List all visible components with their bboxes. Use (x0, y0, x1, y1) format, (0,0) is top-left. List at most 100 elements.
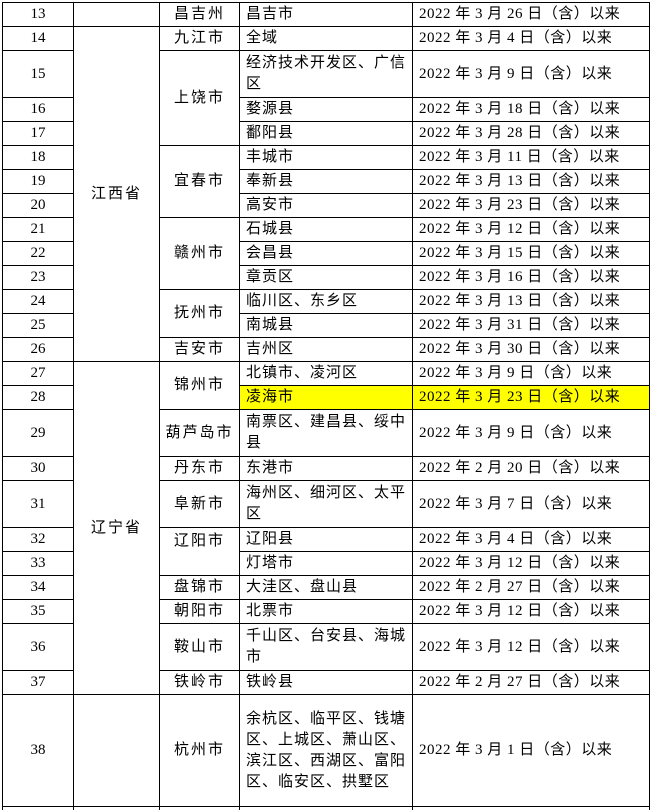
date-cell: 2022 年 3 月 9 日（含）以来 (412, 50, 650, 98)
date-cell: 2022 年 3 月 9 日（含）以来 (412, 361, 650, 386)
district-cell: 鄱阳县 (239, 121, 413, 146)
row-number-cell: 30 (2, 456, 74, 481)
date-cell: 2022 年 3 月 13 日（含）以来 (412, 169, 650, 194)
district-cell: 辽阳县 (239, 527, 413, 552)
district-cell: 昌吉市 (239, 2, 413, 27)
table-row: 37 铁岭市 铁岭县 2022 年 2 月 27 日（含）以来 (2, 670, 650, 695)
city-cell: 阜新市 (159, 480, 240, 528)
row-number-cell: 35 (2, 599, 74, 624)
row-number-cell: 28 (2, 385, 74, 410)
district-cell: 大洼区、盘山县 (239, 575, 413, 600)
table-row: 27 辽宁省 锦州市 北镇市、凌河区 2022 年 3 月 9 日（含）以来 (2, 361, 650, 695)
city-cell: 九江市 (159, 26, 240, 51)
city-cell: 杭州市 (159, 694, 240, 807)
district-cell: 吉州区 (239, 337, 413, 362)
row-number-cell: 19 (2, 169, 74, 194)
date-cell: 2022 年 3 月 12 日（含）以来 (412, 623, 650, 671)
row-number-cell: 23 (2, 265, 74, 290)
row-number-cell: 27 (2, 361, 74, 386)
table-row: 14 江西省 九江市 全域 2022 年 3 月 4 日（含）以来 (2, 26, 650, 362)
city-cell: 赣州市 (159, 217, 240, 290)
district-cell: 铁岭县 (239, 670, 413, 695)
district-cell: 临川区、东乡区 (239, 289, 413, 314)
district-cell: 高安市 (239, 193, 413, 218)
date-cell: 2022 年 3 月 9 日（含）以来 (412, 409, 650, 457)
row-number-cell: 29 (2, 409, 74, 457)
table-row: 24 抚州市 临川区、东乡区 2022 年 3 月 13 日（含）以来 (2, 289, 650, 338)
city-cell (159, 806, 240, 810)
table-row: 36 鞍山市 千山区、台安县、海城市 2022 年 3 月 12 日（含）以来 (2, 623, 650, 671)
date-cell: 2022 年 3 月 15 日（含）以来 (412, 241, 650, 266)
table-row: 13 昌吉州 昌吉市 2022 年 3 月 26 日（含）以来 (2, 2, 650, 27)
district-cell: 石城县 (239, 217, 413, 242)
row-number-cell: 26 (2, 337, 74, 362)
row-number-cell: 16 (2, 97, 74, 122)
table-row: 30 丹东市 东港市 2022 年 2 月 20 日（含）以来 (2, 456, 650, 481)
city-cell: 辽阳市 (159, 527, 240, 576)
district-cell: 奉新县 (239, 169, 413, 194)
district-cell: 南城县 (239, 313, 413, 338)
date-cell: 2022 年 3 月 18 日（含）以来 (412, 97, 650, 122)
date-cell: 2022 年 3 月 26 日（含）以来 (412, 2, 650, 27)
date-cell: 2022 年 3 月 1 日（含）以来 (412, 694, 650, 807)
district-cell: 北镇市、凌河区 (239, 361, 413, 386)
table-row: 19 奉新县 2022 年 3 月 13 日（含）以来 (2, 169, 650, 194)
province-cell (73, 806, 160, 810)
city-cell: 盘锦市 (159, 575, 240, 600)
city-cell: 昌吉州 (159, 2, 240, 27)
table-row: 29 葫芦岛市 南票区、建昌县、绥中县 2022 年 3 月 9 日（含）以来 (2, 409, 650, 457)
table-row: 38 杭州市 余杭区、临平区、钱塘区、上城区、萧山区、滨江区、西湖区、富阳区、临安区… (2, 694, 650, 807)
date-cell: 2022 年 3 月 23 日（含）以来 (412, 193, 650, 218)
row-number-cell: 24 (2, 289, 74, 314)
district-cell: 东港市 (239, 456, 413, 481)
city-cell: 铁岭市 (159, 670, 240, 695)
district-cell: 千山区、台安县、海城市 (239, 623, 413, 671)
table-row: 28 凌海市 2022 年 3 月 23 日（含）以来 (2, 385, 650, 410)
date-cell: 2022 年 3 月 12 日（含）以来 (412, 599, 650, 624)
district-cell: 北票市 (239, 599, 413, 624)
date-cell: 2022 年 3 月 4 日（含）以来 (412, 527, 650, 552)
row-number-cell: 13 (2, 2, 74, 27)
district-cell: 经济技术开发区、广信区 (239, 50, 413, 98)
row-number-cell: 18 (2, 145, 74, 170)
row-number-cell: 17 (2, 121, 74, 146)
date-cell: 2022 年 2 月 27 日（含）以来 (412, 575, 650, 600)
date-cell: 2022 年 3 月 12 日（含）以来 (412, 551, 650, 576)
row-number-cell: 36 (2, 623, 74, 671)
row-number-cell: 32 (2, 527, 74, 552)
row-number-cell: 31 (2, 480, 74, 528)
date-cell: 2022 年 2 月 27 日（含）以来 (412, 670, 650, 695)
province-cell: 江西省 (73, 26, 160, 362)
table-row (2, 806, 650, 810)
city-cell: 宜春市 (159, 145, 240, 218)
date-cell: 2022 年 3 月 4 日（含）以来 (412, 26, 650, 51)
row-number-cell: 33 (2, 551, 74, 576)
row-number-cell: 15 (2, 50, 74, 98)
province-cell (73, 694, 160, 807)
district-cell: 全域 (239, 26, 413, 51)
date-cell: 2022 年 3 月 12 日（含）以来 (412, 217, 650, 242)
district-cell: 丰城市 (239, 145, 413, 170)
district-cell: 海州区、细河区、太平区 (239, 480, 413, 528)
district-cell: 余杭区、临平区、钱塘区、上城区、萧山区、滨江区、西湖区、富阳区、临安区、拱墅区 (239, 694, 413, 807)
city-cell: 朝阳市 (159, 599, 240, 624)
table-row: 15 上饶市 经济技术开发区、广信区 2022 年 3 月 9 日（含）以来 (2, 50, 650, 146)
date-cell: 2022 年 3 月 30 日（含）以来 (412, 337, 650, 362)
city-cell: 吉安市 (159, 337, 240, 362)
date-cell: 2022 年 2 月 20 日（含）以来 (412, 456, 650, 481)
city-cell: 上饶市 (159, 50, 240, 146)
row-number-cell: 21 (2, 217, 74, 242)
row-number-cell: 14 (2, 26, 74, 51)
date-cell: 2022 年 3 月 13 日（含）以来 (412, 289, 650, 314)
table-row: 23 章贡区 2022 年 3 月 16 日（含）以来 (2, 265, 650, 290)
province-cell (73, 2, 160, 27)
city-cell: 鞍山市 (159, 623, 240, 671)
district-cell: 章贡区 (239, 265, 413, 290)
city-cell: 葫芦岛市 (159, 409, 240, 457)
date-cell: 2022 年 3 月 31 日（含）以来 (412, 313, 650, 338)
row-number-cell: 25 (2, 313, 74, 338)
city-cell: 丹东市 (159, 456, 240, 481)
date-cell: 2022 年 3 月 7 日（含）以来 (412, 480, 650, 528)
